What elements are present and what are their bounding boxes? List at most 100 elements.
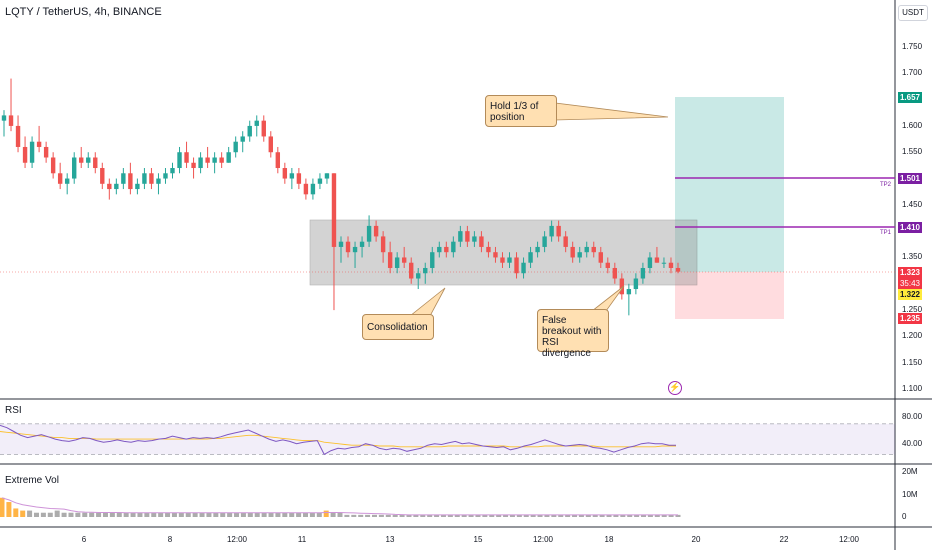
volume-bar (61, 512, 67, 517)
candle-body (93, 157, 98, 169)
volume-bar (627, 514, 633, 517)
target-zone (675, 97, 784, 272)
hold-callout[interactable]: Hold 1/3 of position (485, 95, 557, 127)
candle-body (598, 252, 603, 263)
candle-body (373, 225, 379, 237)
volume-bar (151, 512, 157, 517)
volume-bar (330, 512, 336, 517)
candle-body (423, 267, 428, 274)
time-tick: 11 (297, 535, 307, 544)
candle-body (535, 246, 540, 253)
candle-body (184, 152, 189, 163)
volume-bar (130, 512, 136, 517)
candle-body (626, 289, 632, 295)
consolidation-callout[interactable]: Consolidation (362, 314, 434, 340)
candle-body (156, 178, 161, 184)
volume-bar (654, 514, 660, 517)
candle-body (240, 136, 245, 142)
candle-body (310, 183, 316, 195)
volume-bar (530, 514, 536, 517)
consolidation-callout-pointer (408, 287, 446, 317)
volume-bar (620, 514, 626, 517)
volume-label[interactable]: Extreme Vol (5, 475, 59, 486)
volume-bar (234, 512, 240, 517)
volume-bar (296, 512, 302, 517)
lightning-icon[interactable]: ⚡ (668, 381, 682, 395)
candle-body (233, 141, 238, 153)
price-tick: 1.350 (902, 252, 923, 262)
time-tick: 8 (167, 535, 173, 544)
candle-body (135, 183, 140, 190)
time-tick: 12:00 (226, 535, 248, 544)
candle-body (486, 246, 491, 253)
candle-body (317, 178, 323, 184)
volume-bar (220, 512, 226, 517)
volume-bar (475, 514, 481, 517)
price-tick: 1.750 (902, 42, 923, 51)
volume-bar (503, 514, 509, 517)
volume-bar (323, 510, 329, 517)
candle-body (247, 125, 252, 137)
false-breakout-callout[interactable]: False breakout with RSI divergence (537, 309, 609, 359)
volume-bar (454, 514, 460, 517)
candle-body (100, 168, 105, 184)
candle-body (359, 241, 365, 247)
candle-body (401, 257, 407, 263)
volume-bar (365, 514, 371, 517)
tp1-price-badge: 1.410 (898, 222, 922, 233)
volume-bar (461, 514, 467, 517)
currency-button[interactable]: USDT (898, 5, 928, 21)
volume-bar (192, 512, 198, 517)
candle-body (57, 173, 63, 184)
time-tick: 18 (604, 535, 614, 544)
candle-body (331, 173, 337, 247)
volume-bar (406, 514, 412, 517)
price-tick: 1.700 (902, 68, 923, 78)
candle-body (640, 267, 646, 279)
volume-bar (275, 512, 281, 517)
volume-bar (675, 514, 681, 517)
candle-body (303, 183, 309, 195)
volume-bar (54, 510, 60, 517)
candle-body (219, 157, 224, 163)
volume-bar (227, 512, 233, 517)
volume-bar (213, 512, 219, 517)
candle-body (668, 262, 674, 268)
candle-body (437, 246, 442, 253)
volume-bar (378, 514, 384, 517)
time-tick: 15 (473, 535, 483, 544)
candle-body (387, 252, 393, 268)
vol-tick-20m: 20M (902, 467, 918, 476)
volume-bar (6, 502, 12, 517)
candle-body (352, 246, 358, 253)
candle-body (570, 246, 575, 258)
volume-bar (96, 512, 102, 517)
candle-body (72, 157, 77, 179)
candles-group (1, 78, 681, 316)
volume-bar (668, 514, 674, 517)
candle-body (444, 246, 449, 253)
candle-body (149, 173, 154, 184)
volume-bar (68, 512, 74, 517)
volume-bar (247, 512, 253, 517)
countdown-badge: 35:43 (898, 278, 922, 289)
volume-bar (358, 514, 364, 517)
candle-body (268, 136, 273, 153)
symbol-title[interactable]: LQTY / TetherUS, 4h, BINANCE (5, 6, 162, 18)
candle-body (43, 146, 49, 158)
time-tick: 20 (691, 535, 701, 544)
volume-bar (434, 514, 440, 517)
volume-bar (165, 512, 171, 517)
volume-bar (137, 512, 143, 517)
rsi-label[interactable]: RSI (5, 405, 22, 416)
volume-bar (427, 514, 433, 517)
volume-bar (40, 512, 46, 517)
time-tick: 13 (385, 535, 395, 544)
price-tick: 1.150 (902, 357, 923, 367)
candle-body (577, 252, 582, 258)
price-tick: 1.600 (902, 120, 923, 130)
volume-bar (268, 512, 274, 517)
candle-body (36, 141, 42, 147)
volume-bar (185, 512, 191, 517)
